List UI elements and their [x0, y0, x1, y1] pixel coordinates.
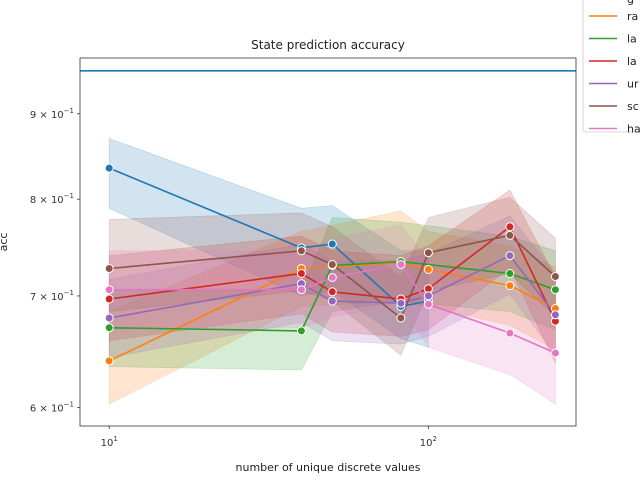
data-point-4-0 [104, 313, 114, 323]
data-point-3-1 [296, 269, 306, 278]
legend-label: ur [627, 78, 639, 91]
plot-area-frame [79, 57, 577, 427]
data-point-4-6 [550, 310, 560, 320]
data-point-2-1 [296, 326, 306, 336]
y-axis-ticks: 6 × 10−1 7 × 10−1 8 × 10−1 9 × 10−1 [30, 107, 80, 415]
confidence-band-6 [108, 224, 556, 405]
legend-label: sc [627, 100, 639, 113]
legend: g ra la la ur sc ha [582, 0, 640, 136]
data-point-6-5 [505, 328, 515, 338]
confidence-band-0 [108, 137, 429, 348]
data-point-0-2 [327, 239, 337, 249]
x-axis-ticks: 101 102 [101, 426, 437, 449]
data-point-3-2 [327, 287, 337, 297]
data-point-6-0 [104, 285, 114, 295]
data-point-6-3 [396, 260, 406, 269]
y-tick-label: 8 × 10−1 [30, 192, 74, 206]
data-point-4-5 [505, 251, 515, 261]
chart-title: State prediction accuracy [251, 38, 405, 52]
y-tick-label: 7 × 10−1 [30, 289, 74, 303]
x-tick-label: 102 [420, 435, 437, 449]
x-tick-label: 101 [101, 435, 118, 449]
data-point-4-3 [396, 298, 406, 308]
legend-label: la [627, 55, 637, 68]
data-point-5-3 [396, 313, 406, 323]
legend-label: la [627, 33, 637, 46]
x-axis-label: number of unique discrete values [236, 461, 421, 474]
legend-box [582, 0, 640, 133]
data-point-3-0 [104, 294, 114, 304]
data-point-2-4 [505, 269, 515, 278]
data-point-6-4 [423, 299, 433, 309]
series-markers [104, 163, 560, 366]
y-tick-label: 6 × 10−1 [30, 401, 74, 415]
data-point-5-6 [550, 272, 560, 281]
series-line-1 [108, 261, 556, 362]
data-point-6-1 [296, 285, 306, 295]
data-point-5-4 [423, 248, 433, 258]
data-point-5-2 [327, 260, 337, 269]
data-point-5-1 [296, 246, 306, 256]
y-tick-label: 9 × 10−1 [30, 107, 74, 121]
data-point-5-0 [104, 264, 114, 273]
series-line-2 [109, 260, 556, 332]
data-point-4-2 [327, 296, 337, 306]
data-point-6-6 [550, 348, 560, 358]
data-point-5-5 [505, 230, 515, 240]
data-point-6-2 [327, 273, 337, 282]
data-point-1-0 [104, 356, 114, 366]
data-point-0-0 [104, 163, 114, 173]
data-point-4-4 [423, 291, 433, 301]
legend-cropped-label: g [627, 0, 634, 6]
legend-label: ha [627, 123, 640, 136]
data-point-2-0 [104, 323, 114, 333]
data-point-1-3 [423, 265, 433, 274]
data-point-2-5 [550, 285, 560, 295]
data-point-1-4 [505, 281, 515, 291]
y-axis-label: acc [0, 233, 10, 252]
legend-label: ra [627, 10, 638, 23]
data-point-3-5 [505, 222, 515, 232]
